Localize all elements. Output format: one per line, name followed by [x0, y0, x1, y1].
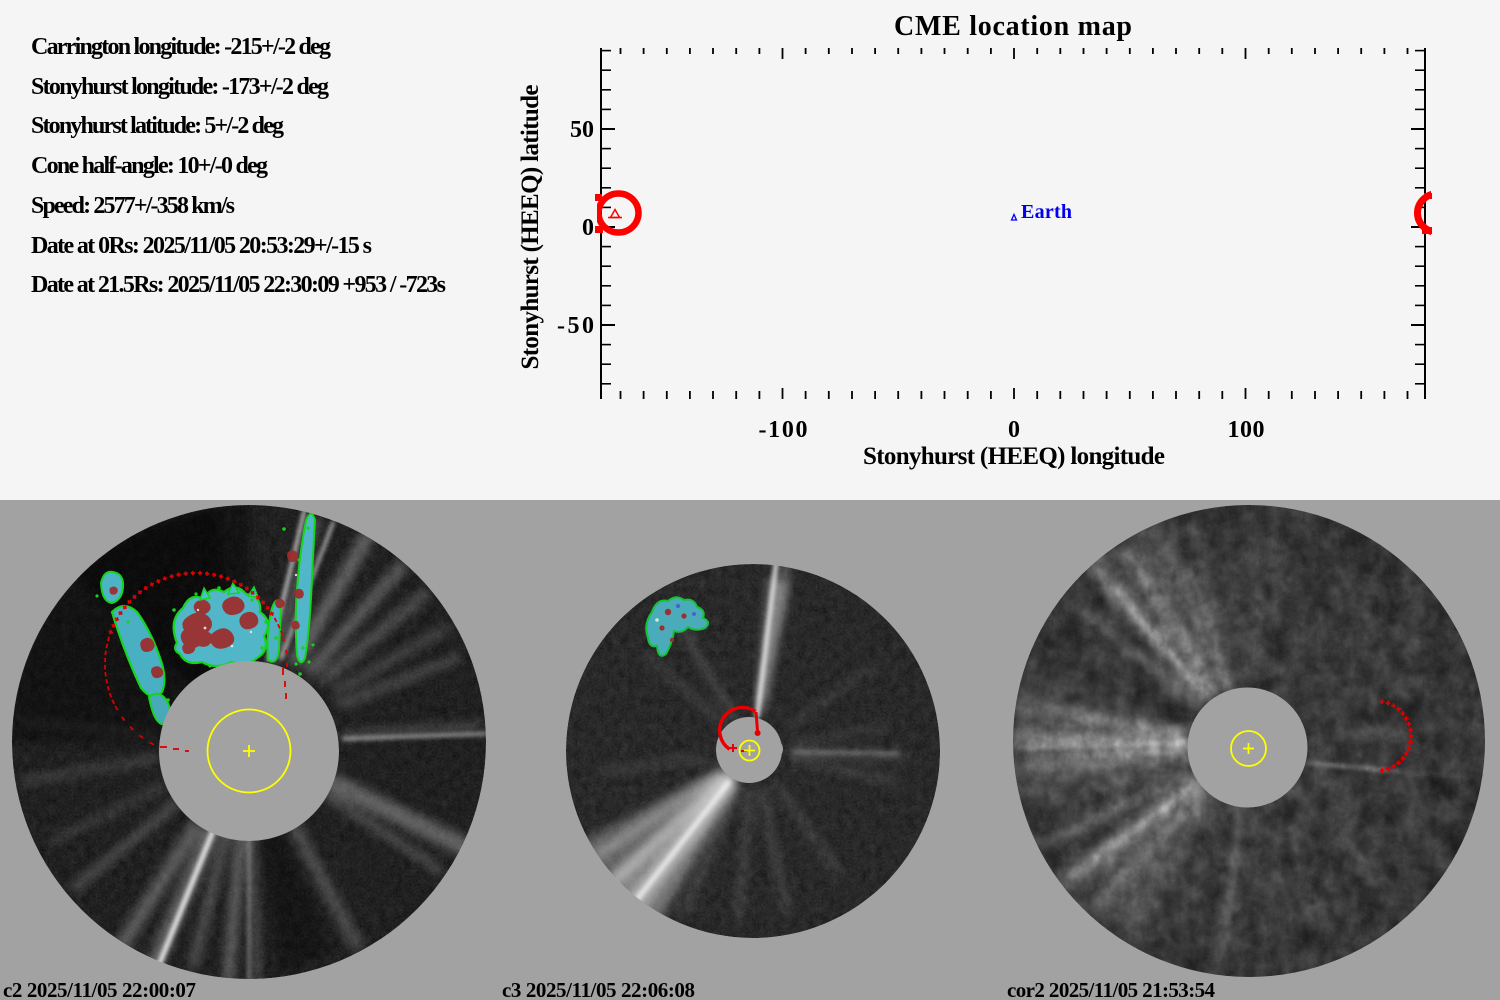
- svg-text:100: 100: [1228, 417, 1265, 443]
- svg-text:c2 2025/11/05 22:00:07: c2 2025/11/05 22:00:07: [3, 978, 196, 1000]
- svg-text:Carrington longitude: -215+/-2: Carrington longitude: -215+/-2 deg: [31, 34, 331, 60]
- svg-text:Cone half-angle: 10+/-0 deg: Cone half-angle: 10+/-0 deg: [31, 153, 268, 179]
- svg-text:c3 2025/11/05 22:06:08: c3 2025/11/05 22:06:08: [502, 978, 695, 1000]
- svg-text:CME location map: CME location map: [894, 11, 1132, 42]
- svg-text:50: 50: [570, 117, 594, 143]
- svg-text:0: 0: [1008, 417, 1020, 443]
- svg-text:Stonyhurst (HEEQ) longitude: Stonyhurst (HEEQ) longitude: [863, 443, 1165, 470]
- svg-text:Stonyhurst latitude: 5+/-2 deg: Stonyhurst latitude: 5+/-2 deg: [31, 113, 284, 139]
- svg-text:-100: -100: [759, 417, 808, 443]
- svg-text:Stonyhurst (HEEQ) latitude: Stonyhurst (HEEQ) latitude: [517, 85, 544, 370]
- svg-text:Date at 21.5Rs: 2025/11/05 22:: Date at 21.5Rs: 2025/11/05 22:30:09 +953…: [31, 272, 446, 298]
- svg-text:cor2 2025/11/05 21:53:54: cor2 2025/11/05 21:53:54: [1007, 978, 1216, 1000]
- svg-text:Date at 0Rs: 2025/11/05 20:53:: Date at 0Rs: 2025/11/05 20:53:29+/-15 s: [31, 233, 372, 259]
- svg-text:0: 0: [582, 215, 594, 241]
- svg-text:Earth: Earth: [1021, 201, 1072, 223]
- svg-text:Stonyhurst longitude: -173+/-2: Stonyhurst longitude: -173+/-2 deg: [31, 74, 329, 100]
- svg-text:Speed: 2577+/-358 km/s: Speed: 2577+/-358 km/s: [31, 193, 235, 219]
- svg-text:-50: -50: [557, 313, 594, 339]
